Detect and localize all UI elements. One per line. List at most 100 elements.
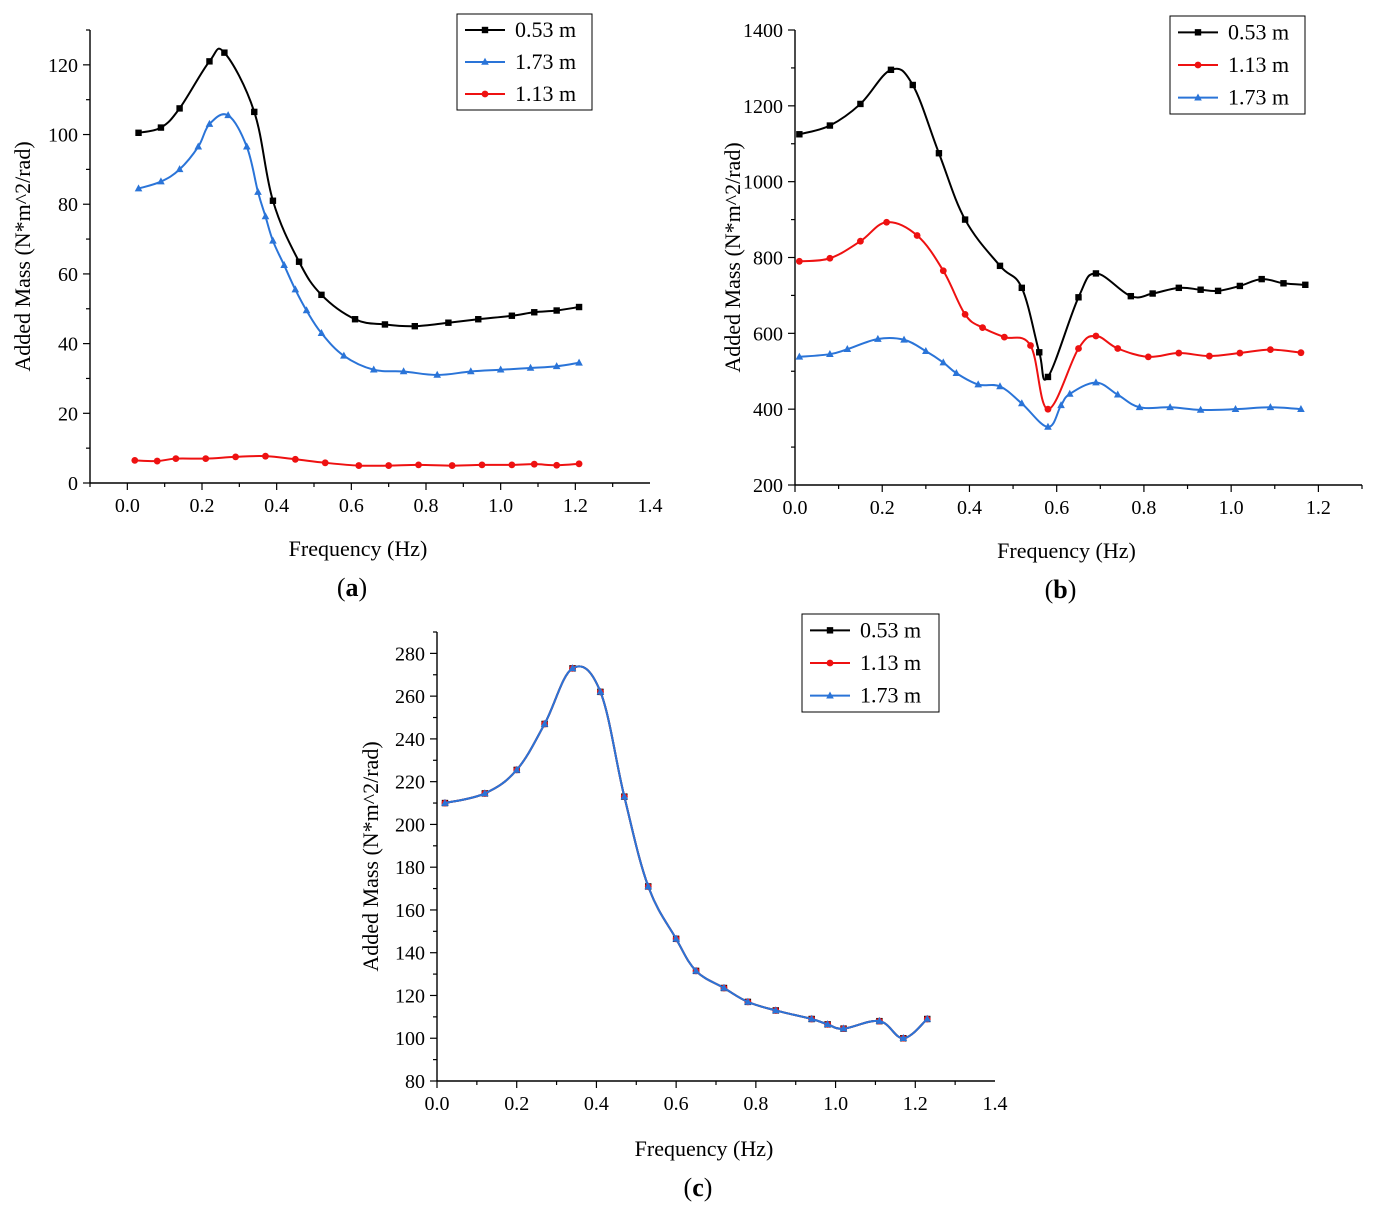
data-point xyxy=(172,455,180,463)
data-point xyxy=(899,1034,908,1042)
data-point xyxy=(176,105,183,112)
data-point xyxy=(1092,270,1100,277)
data-point xyxy=(575,358,583,366)
data-point xyxy=(232,453,240,461)
legend-marker xyxy=(1194,93,1202,101)
y-tick-label: 1000 xyxy=(743,172,783,194)
data-point xyxy=(1044,405,1052,413)
data-point xyxy=(823,1020,832,1028)
data-point xyxy=(134,184,143,192)
data-point xyxy=(478,461,486,469)
data-point xyxy=(206,58,213,65)
data-point xyxy=(795,352,804,360)
data-point xyxy=(900,335,908,343)
data-point xyxy=(157,177,165,185)
legend-marker xyxy=(1194,61,1202,69)
legend-marker xyxy=(826,627,834,634)
y-tick-label: 280 xyxy=(395,643,425,665)
data-point xyxy=(355,462,363,469)
data-point xyxy=(321,459,329,467)
data-point xyxy=(1018,284,1025,292)
data-point xyxy=(1175,284,1183,292)
data-point xyxy=(369,365,378,373)
data-point xyxy=(596,687,605,695)
y-axis-title: Added Mass (N*m^2/rad) xyxy=(720,142,745,372)
data-point xyxy=(1297,404,1305,412)
y-axis-title: Added Mass (N*m^2/rad) xyxy=(358,741,383,971)
legend-marker xyxy=(1194,29,1202,36)
y-tick-label: 200 xyxy=(395,814,425,836)
x-tick-label: 1.0 xyxy=(823,1093,848,1115)
x-tick-label: 1.4 xyxy=(638,495,663,517)
series-1_73-m xyxy=(134,111,583,378)
data-point xyxy=(251,108,258,116)
y-tick-label: 400 xyxy=(753,399,783,421)
data-point xyxy=(317,328,326,336)
legend: 0.53 m 1.73 m 1.13 m xyxy=(456,13,593,111)
data-point xyxy=(526,363,535,371)
data-point xyxy=(496,365,505,373)
data-point xyxy=(826,254,834,262)
data-point xyxy=(481,789,489,797)
x-tick-label: 0.8 xyxy=(1131,497,1156,519)
legend-marker xyxy=(826,659,834,667)
y-tick-label: 20 xyxy=(58,403,78,425)
data-point xyxy=(807,1014,816,1022)
data-point xyxy=(1175,349,1183,357)
legend: 0.53 m 1.13 m 1.73 m xyxy=(1169,15,1306,115)
x-axis-title: Frequency (Hz) xyxy=(997,538,1136,563)
data-point xyxy=(340,351,348,359)
data-point xyxy=(875,1016,884,1024)
x-tick-label: 1.4 xyxy=(983,1093,1008,1115)
data-point xyxy=(1075,345,1082,352)
x-tick-label: 0.6 xyxy=(339,495,364,517)
legend-label: 0.53 m xyxy=(1228,19,1289,44)
data-point xyxy=(771,1006,780,1014)
data-point xyxy=(415,461,422,469)
panel-label: (b) xyxy=(1045,575,1077,604)
legend-label: 0.53 m xyxy=(515,17,576,42)
data-point xyxy=(540,719,549,727)
x-tick-label: 0.4 xyxy=(957,497,982,519)
y-tick-label: 0 xyxy=(68,473,78,495)
x-tick-label: 1.2 xyxy=(1306,497,1331,519)
data-point xyxy=(295,258,303,265)
data-point xyxy=(744,997,752,1005)
data-point xyxy=(575,303,583,311)
data-point xyxy=(568,664,577,672)
data-point xyxy=(874,334,882,342)
data-point xyxy=(269,236,277,244)
legend-label: 0.53 m xyxy=(860,617,921,642)
data-point xyxy=(475,316,482,323)
y-tick-label: 240 xyxy=(395,729,425,751)
data-point xyxy=(254,187,262,195)
y-axis-title: Added Mass (N*m^2/rad) xyxy=(10,141,35,371)
y-tick-label: 160 xyxy=(395,900,425,922)
data-point xyxy=(961,216,969,223)
data-point xyxy=(1036,349,1043,356)
data-point xyxy=(1000,333,1008,341)
y-tick-label: 600 xyxy=(753,323,783,345)
data-point xyxy=(913,232,921,239)
y-tick-label: 800 xyxy=(753,248,783,270)
data-point xyxy=(961,310,969,318)
data-point xyxy=(157,124,165,131)
data-point xyxy=(433,370,441,378)
x-tick-label: 1.0 xyxy=(488,495,513,517)
data-point xyxy=(441,798,449,806)
panel-label: (c) xyxy=(684,1173,713,1202)
y-tick-label: 60 xyxy=(58,264,78,286)
chart-panel-a: 0.0 0.2 0.4 0.6 0.8 1.0 1.2 1.4 0 20 40 60 80 100 120 F… xyxy=(10,13,663,602)
data-point xyxy=(909,81,916,89)
x-tick-label: 0.4 xyxy=(584,1093,609,1115)
data-point xyxy=(467,367,475,375)
data-point xyxy=(795,257,803,265)
data-point xyxy=(205,119,214,127)
data-point xyxy=(243,142,251,150)
data-point xyxy=(1135,403,1144,411)
series-line xyxy=(443,665,929,1040)
x-tick-label: 0.8 xyxy=(743,1093,768,1115)
data-point xyxy=(381,321,389,328)
data-point xyxy=(839,1024,848,1032)
